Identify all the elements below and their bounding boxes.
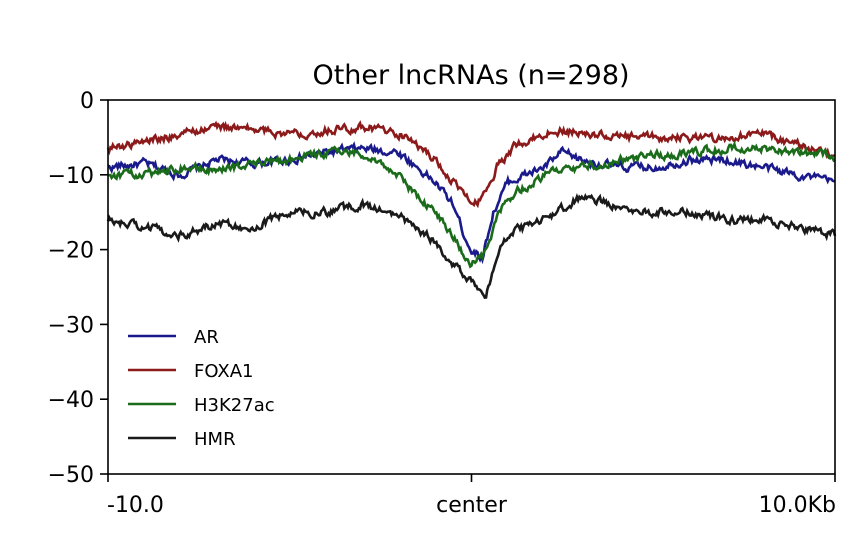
legend: AR FOXA1 H3K27ac HMR (128, 327, 275, 450)
plot-frame (107, 99, 836, 475)
series-line-foxa1 (106, 120, 836, 209)
series-line-h3k27ac (107, 141, 836, 269)
y-tick-label: −30 (48, 313, 94, 338)
y-tick-label: −10 (48, 164, 94, 189)
x-tick-label: -10.0 (107, 493, 164, 518)
y-tick-label: −20 (48, 239, 94, 264)
series-layer (106, 120, 837, 300)
legend-label-h3k27ac: H3K27ac (194, 395, 275, 416)
legend-label-hmr: HMR (194, 429, 236, 450)
y-tick-label: −50 (48, 463, 94, 488)
axis-layer: 0 −10 −20 −30 −40 −50 -10.0 center 10.0Kb (48, 89, 836, 518)
y-tick-label: 0 (80, 89, 94, 114)
legend-label-ar: AR (194, 327, 219, 348)
x-tick-label: center (436, 493, 508, 518)
series-line-hmr (106, 192, 837, 300)
chart-title: Other lncRNAs (n=298) (312, 60, 629, 91)
y-tick-label: −40 (48, 388, 94, 413)
legend-label-foxa1: FOXA1 (194, 361, 253, 382)
x-tick-label: 10.0Kb (759, 493, 836, 518)
